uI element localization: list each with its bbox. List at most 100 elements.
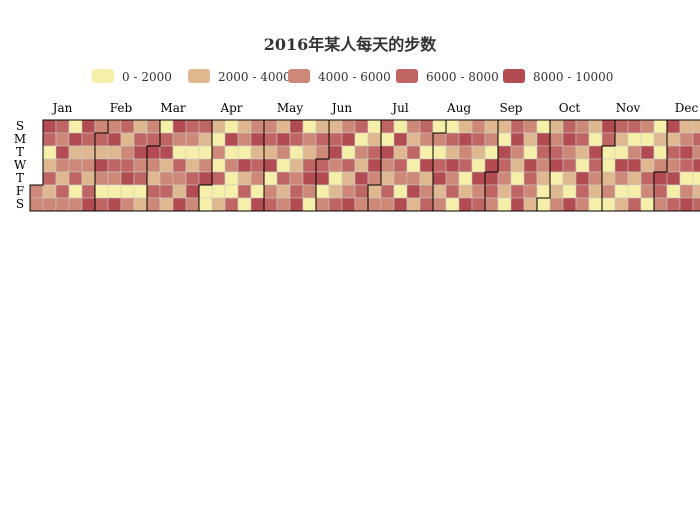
day-cell <box>94 145 109 160</box>
month-outline <box>653 119 700 212</box>
day-cell <box>172 132 187 147</box>
day-cell <box>224 171 239 186</box>
day-cell <box>510 158 525 173</box>
day-cell <box>692 119 700 134</box>
day-cell <box>523 197 538 212</box>
day-cell <box>510 197 525 212</box>
day-cell <box>627 158 642 173</box>
day-cell <box>640 184 655 199</box>
day-cell <box>510 184 525 199</box>
day-cell <box>198 119 213 134</box>
day-cell <box>523 171 538 186</box>
legend-item[interactable]: 6000 - 8000 <box>396 69 499 84</box>
day-cell <box>510 132 525 147</box>
day-cell <box>497 158 512 173</box>
day-cell <box>250 171 265 186</box>
legend-item[interactable]: 0 - 2000 <box>92 69 172 84</box>
day-cell <box>406 197 421 212</box>
day-cell <box>354 158 369 173</box>
day-cell <box>172 158 187 173</box>
day-cell <box>679 145 694 160</box>
day-cell <box>458 132 473 147</box>
day-cell <box>328 171 343 186</box>
day-cell <box>432 197 447 212</box>
day-cell <box>120 132 135 147</box>
day-cell <box>55 197 70 212</box>
day-cell <box>302 171 317 186</box>
day-cell <box>42 184 57 199</box>
day-cell <box>289 197 304 212</box>
day-cell <box>81 184 96 199</box>
day-cell <box>588 158 603 173</box>
day-cell <box>29 197 44 212</box>
day-cell <box>393 171 408 186</box>
day-cell <box>107 158 122 173</box>
day-cell <box>588 145 603 160</box>
day-cell <box>536 184 551 199</box>
day-cell <box>237 171 252 186</box>
day-cell <box>250 132 265 147</box>
day-cell <box>289 158 304 173</box>
day-cell <box>458 145 473 160</box>
day-cell <box>432 145 447 160</box>
day-cell <box>601 145 616 160</box>
day-cell <box>68 132 83 147</box>
legend[interactable]: 0 - 2000 2000 - 4000 4000 - 6000 6000 - 800… <box>92 69 613 84</box>
legend-swatch <box>92 69 114 83</box>
month-label: Sep <box>499 101 522 115</box>
day-cell <box>640 132 655 147</box>
day-cell <box>55 145 70 160</box>
day-cell <box>562 119 577 134</box>
day-cell <box>458 197 473 212</box>
day-cell <box>237 132 252 147</box>
day-cell <box>263 158 278 173</box>
day-cell <box>692 158 700 173</box>
legend-item[interactable]: 4000 - 6000 <box>288 69 391 84</box>
day-cell <box>419 145 434 160</box>
day-cell <box>81 145 96 160</box>
day-cell <box>81 132 96 147</box>
day-cell <box>601 132 616 147</box>
legend-swatch <box>396 69 418 83</box>
day-cell <box>81 158 96 173</box>
day-cell <box>627 145 642 160</box>
day-cell <box>198 132 213 147</box>
day-cell <box>42 132 57 147</box>
legend-item[interactable]: 8000 - 10000 <box>503 69 613 84</box>
day-cell <box>354 145 369 160</box>
day-cell <box>640 197 655 212</box>
calendar-cells <box>29 119 700 212</box>
day-cell <box>315 119 330 134</box>
day-cell <box>692 171 700 186</box>
legend-swatch <box>188 69 210 83</box>
day-cell <box>146 132 161 147</box>
day-cell <box>198 145 213 160</box>
day-cell <box>406 145 421 160</box>
day-cell <box>445 132 460 147</box>
day-cell <box>666 158 681 173</box>
day-cell <box>497 197 512 212</box>
day-label: W <box>14 158 27 172</box>
day-cell <box>159 145 174 160</box>
day-cell <box>601 119 616 134</box>
day-cell <box>263 132 278 147</box>
day-cell <box>692 145 700 160</box>
day-cell <box>107 145 122 160</box>
day-cell <box>393 132 408 147</box>
legend-label: 6000 - 8000 <box>426 70 499 84</box>
legend-item[interactable]: 2000 - 4000 <box>188 69 291 84</box>
day-cell <box>380 132 395 147</box>
day-cell <box>250 197 265 212</box>
day-label: S <box>16 119 24 133</box>
day-cell <box>328 145 343 160</box>
day-cell <box>315 197 330 212</box>
day-cell <box>120 171 135 186</box>
day-cell <box>159 197 174 212</box>
day-cell <box>497 171 512 186</box>
day-cell <box>458 184 473 199</box>
day-cell <box>380 158 395 173</box>
day-cell <box>666 197 681 212</box>
day-cell <box>393 197 408 212</box>
day-cell <box>562 145 577 160</box>
